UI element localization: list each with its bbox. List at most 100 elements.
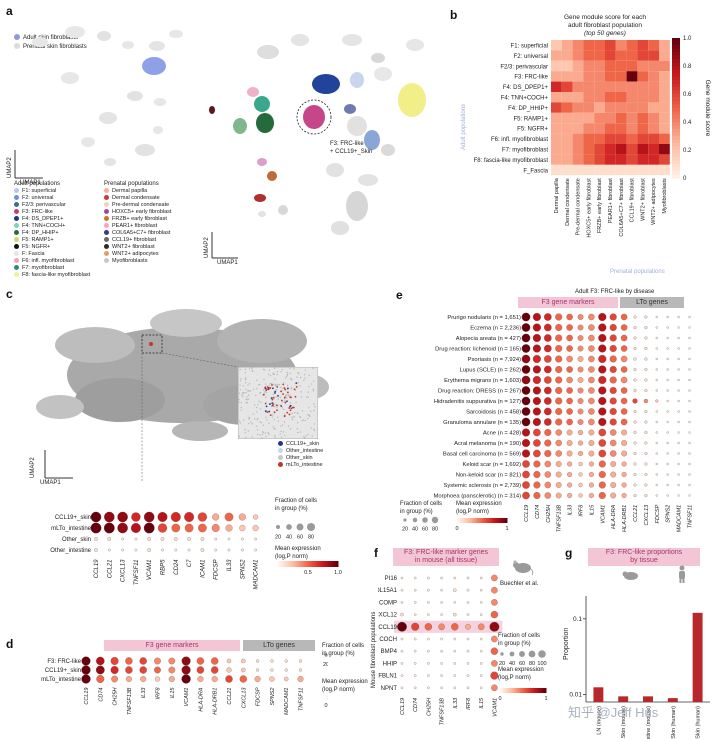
- c-inset-point: [242, 396, 244, 398]
- b-heat-cell: [659, 154, 670, 165]
- d-col-label: CD74: [98, 688, 104, 702]
- d-dot: [298, 659, 303, 663]
- e-cbar-seg: [470, 518, 473, 523]
- e-dot: [677, 326, 680, 329]
- e-dot: [609, 397, 617, 405]
- c-inset-point: [290, 388, 293, 390]
- d-dot: [197, 675, 204, 683]
- legend-dot-icon: [14, 43, 20, 50]
- e-dot: [620, 408, 628, 415]
- e-dot: [598, 470, 606, 479]
- c-cbar-seg: [306, 561, 309, 567]
- c-inset-point: [296, 422, 299, 424]
- d-col-label: CXCL13: [241, 687, 247, 709]
- f-dot: [453, 612, 457, 617]
- c-inset-point: [287, 393, 289, 395]
- a-prenatal-legend-label: Dermal papilla: [112, 188, 148, 194]
- e-dot: [632, 398, 638, 404]
- e-dot: [620, 397, 628, 405]
- b-heat-cell: [583, 50, 595, 61]
- f-dot: [400, 576, 404, 580]
- e-dot: [566, 387, 573, 394]
- c-inset-point: [241, 394, 243, 396]
- c-inset-point: [268, 384, 270, 387]
- d-dot: [181, 665, 191, 675]
- e-dot: [620, 387, 628, 394]
- a-adult-legend-item: F4: DP_HHIP+: [14, 230, 214, 237]
- e-dot: [555, 461, 562, 467]
- d-cbar-seg: [326, 695, 328, 700]
- a-legend-prenatal-list: Prenatal populations Dermal papilla Derma…: [104, 180, 214, 265]
- c-inset-point: [239, 422, 242, 424]
- b-heat-cell: [659, 71, 670, 82]
- d-row-label: mLTo_intestine: [41, 677, 82, 683]
- b-col-label: COL6A5+C7+ fibroblast: [619, 178, 625, 237]
- e-col-label: TNFSF11: [688, 505, 694, 528]
- c-dot: [160, 537, 165, 541]
- f-dot: [453, 649, 457, 653]
- f-dot: [479, 637, 483, 641]
- e-dot: [555, 376, 563, 384]
- b-heat-cell: [572, 123, 584, 134]
- d-size-tick: 20: [323, 662, 328, 668]
- e-dot: [598, 428, 607, 437]
- b-heat-cell: [594, 71, 605, 82]
- f-row-label: PI16: [385, 576, 398, 582]
- c-inset-point: [244, 372, 247, 374]
- f-dot: [453, 686, 457, 690]
- c-inset-point: [308, 374, 310, 377]
- f-size-dot: [509, 651, 515, 657]
- d-dot: [168, 657, 176, 665]
- c-dot: [240, 537, 244, 541]
- e-dot: [588, 418, 595, 426]
- b-row-label: F2/3: perivascular: [500, 64, 548, 70]
- legend-dot-icon: [14, 223, 19, 229]
- f-dot: [491, 574, 498, 582]
- c-inset-point: [261, 394, 264, 396]
- c-inset-point: [291, 412, 293, 414]
- b-heat-cell: [572, 81, 584, 92]
- c-col-label: FDCSP: [214, 560, 220, 580]
- e-dot: [543, 397, 552, 405]
- e-col-label: CXCL13: [644, 504, 650, 526]
- c-inset-point: [239, 380, 242, 382]
- c-inset-point: [313, 423, 316, 425]
- b-heat-cell: [572, 71, 584, 82]
- c-inset-point: [303, 373, 306, 376]
- c-col-label: RBP5: [161, 559, 167, 575]
- c-umap2: UMAP2: [30, 457, 36, 478]
- f-dot: [453, 601, 457, 604]
- c-inset-point: [264, 402, 267, 405]
- b-heat-cell: [583, 164, 595, 176]
- c-inset-point: [286, 411, 289, 414]
- e-dot: [633, 430, 637, 435]
- f-dot: [466, 601, 470, 604]
- e-size-tick: 20: [402, 527, 408, 533]
- c-dot: [184, 512, 195, 522]
- e-dot: [633, 336, 637, 340]
- b-heat-cell: [659, 92, 670, 103]
- a-prenatal-legend-label: FRZB+ early fibroblast: [112, 216, 167, 222]
- b-heat-cell: [615, 50, 627, 61]
- b-cbar-seg: [672, 139, 680, 144]
- e-dot: [555, 418, 563, 426]
- e-dot: [688, 357, 691, 361]
- c-inset-point: [289, 394, 291, 397]
- f-cbar-seg: [530, 688, 533, 693]
- c-cbar-seg: [290, 561, 293, 567]
- d-dot: [110, 666, 119, 674]
- e-dot: [633, 315, 637, 319]
- e-dot: [633, 367, 637, 372]
- b-heat-cell: [594, 112, 605, 124]
- f-dot: [453, 662, 457, 665]
- a-umap1-right: UMAP1: [217, 260, 238, 266]
- b-heat-cell: [583, 123, 595, 134]
- a-prenatal-legend-item: WNT2+ adipocytes: [104, 251, 214, 258]
- b-heat-cell: [594, 154, 605, 165]
- e-dot: [655, 452, 658, 455]
- f-size-dot: [500, 652, 504, 656]
- f-side-label: Mouse fibroblast populations: [371, 611, 377, 688]
- c-legend-label: CCL19+_skin: [286, 441, 320, 447]
- b-cbar-seg: [672, 143, 680, 147]
- c-inset-point: [268, 369, 271, 371]
